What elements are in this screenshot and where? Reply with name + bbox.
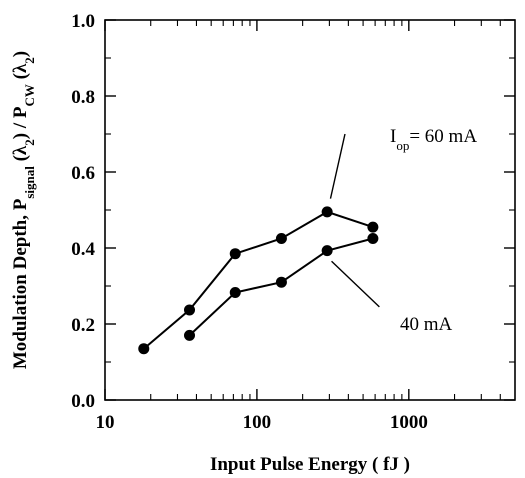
data-point — [275, 276, 287, 288]
data-point — [321, 245, 333, 257]
annotation-pointer — [331, 260, 380, 308]
y-tick-label: 1.0 — [71, 11, 95, 32]
y-tick-label: 0.2 — [71, 315, 95, 336]
series-2 — [184, 233, 379, 341]
y-axis-title: Modulation Depth, Psignal (λ2) / PCW (λ2… — [10, 51, 37, 369]
annotation-label: 40 mA — [400, 314, 453, 335]
annotation-pointer — [329, 133, 346, 199]
data-point — [367, 221, 379, 233]
data-point — [184, 329, 196, 341]
annotations: Iop= 60 mA 40 mA — [329, 126, 477, 335]
series-line — [143, 210, 374, 350]
y-tick-label: 0.4 — [71, 239, 95, 260]
x-tick-label: 10 — [96, 412, 115, 433]
data-point — [367, 233, 379, 244]
annotation-label: Iop= 60 mA — [390, 126, 477, 153]
data-point — [321, 206, 333, 218]
series-group — [138, 206, 379, 355]
data-point — [138, 343, 150, 355]
x-axis-title: Input Pulse Energy ( fJ ) — [210, 454, 410, 475]
x-tick-label: 100 — [243, 412, 272, 433]
x-tick-label: 1000 — [390, 412, 428, 433]
axes: 10 100 1000 0.0 0.2 0.4 0.6 0.8 1.0 — [71, 11, 516, 433]
data-point — [229, 286, 241, 298]
y-tick-label: 0.0 — [71, 391, 95, 412]
data-point — [229, 248, 241, 260]
y-tick-label: 0.8 — [71, 87, 95, 108]
annotation-1: Iop= 60 mA — [329, 126, 477, 199]
data-point — [275, 233, 287, 244]
annotation-2: 40 mA — [331, 260, 453, 335]
y-tick-label: 0.6 — [71, 163, 95, 184]
series-1 — [138, 206, 379, 355]
data-point — [184, 304, 196, 316]
plot-frame — [104, 19, 516, 401]
